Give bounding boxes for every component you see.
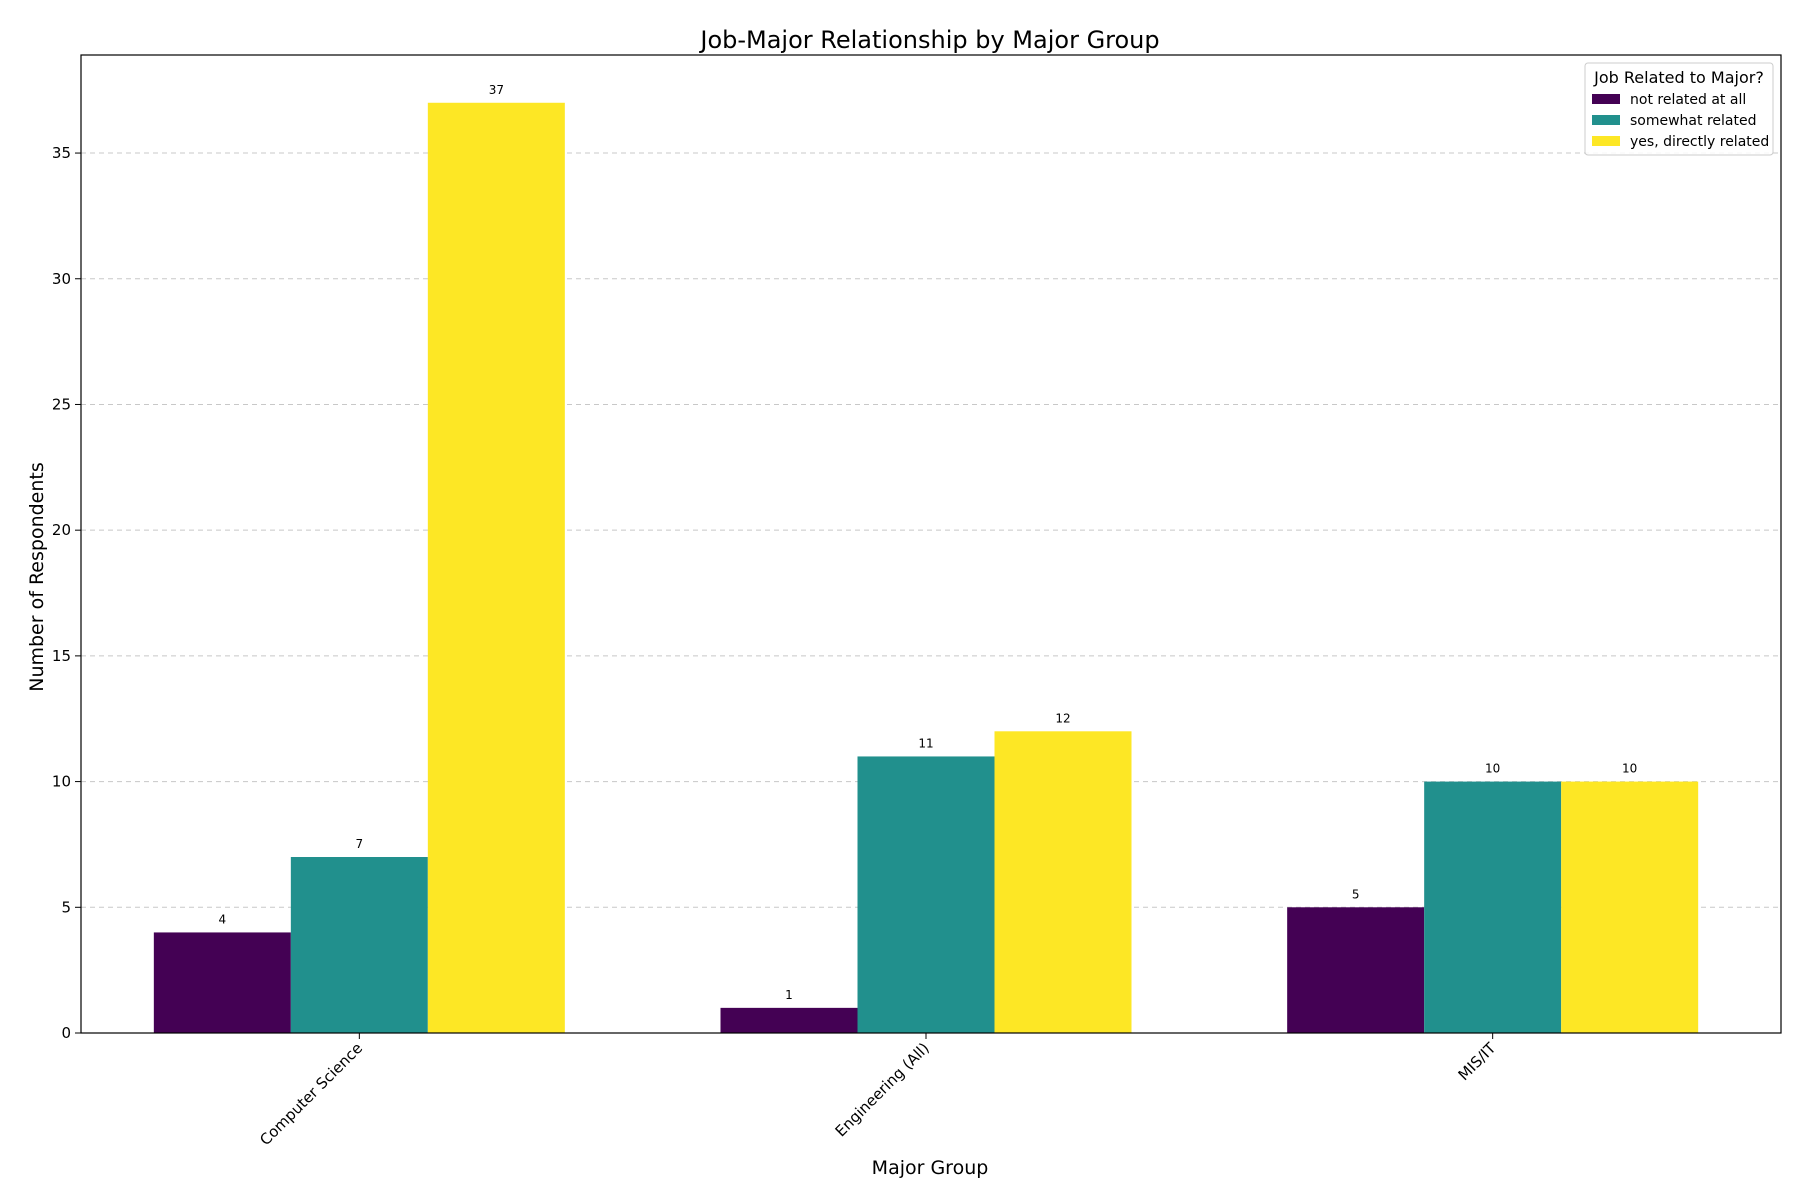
y-axis: 0 5 10 15 20 25 30 35 (52, 144, 81, 1042)
legend-entry-label: yes, directly related (1630, 134, 1769, 150)
bar (720, 1007, 858, 1033)
legend-box (1584, 62, 1774, 156)
x-tick-label: Computer Science (256, 1039, 366, 1149)
bar-value-label: 5 (1352, 887, 1360, 901)
y-tick-label: 0 (61, 1024, 71, 1042)
bar (290, 857, 428, 1033)
bar-value-label: 11 (918, 736, 933, 750)
bar (153, 932, 291, 1033)
bar-value-label: 7 (356, 837, 364, 851)
bar-value-label: 10 (1622, 762, 1637, 776)
gridlines (81, 152, 1781, 908)
legend: Job Related to Major? not related at all… (1584, 62, 1774, 156)
x-axis-label: Major Group (872, 1157, 989, 1179)
plot-frame (80, 54, 1782, 1034)
legend-items: not related at all somewhat related yes, d… (1592, 92, 1769, 150)
legend-entry-label: not related at all (1630, 92, 1746, 108)
y-tick-label: 10 (52, 773, 71, 791)
legend-title: Job Related to Major? (1593, 68, 1764, 87)
y-axis-label: Number of Respondents (26, 462, 48, 692)
bar (1561, 781, 1699, 1033)
bar (857, 756, 995, 1033)
bar (427, 102, 565, 1034)
x-axis: Computer Science Engineering (All) MIS/IT (256, 1033, 1500, 1149)
x-tick-label: Engineering (All) (832, 1039, 933, 1140)
y-tick-label: 20 (52, 521, 71, 539)
y-tick-label: 25 (52, 395, 71, 413)
y-tick-label: 5 (61, 898, 71, 916)
bars (153, 102, 1699, 1034)
bar (1424, 781, 1562, 1033)
bar-value-label: 4 (219, 912, 227, 926)
bar-value-label: 1 (785, 988, 793, 1002)
y-tick-label: 35 (52, 144, 71, 162)
legend-entry-label: somewhat related (1630, 113, 1756, 129)
chart-title: Job-Major Relationship by Major Group (698, 26, 1159, 54)
bar (994, 731, 1132, 1033)
bar-value-label: 37 (489, 83, 504, 97)
bar-value-label: 12 (1055, 711, 1070, 725)
y-tick-label: 30 (52, 270, 71, 288)
bar (1287, 907, 1425, 1033)
legend-swatch (1592, 115, 1620, 125)
legend-swatch (1592, 136, 1620, 146)
y-tick-label: 15 (52, 647, 71, 665)
legend-swatch (1592, 94, 1620, 104)
bar-value-label: 10 (1485, 762, 1500, 776)
x-tick-label: MIS/IT (1455, 1039, 1501, 1085)
